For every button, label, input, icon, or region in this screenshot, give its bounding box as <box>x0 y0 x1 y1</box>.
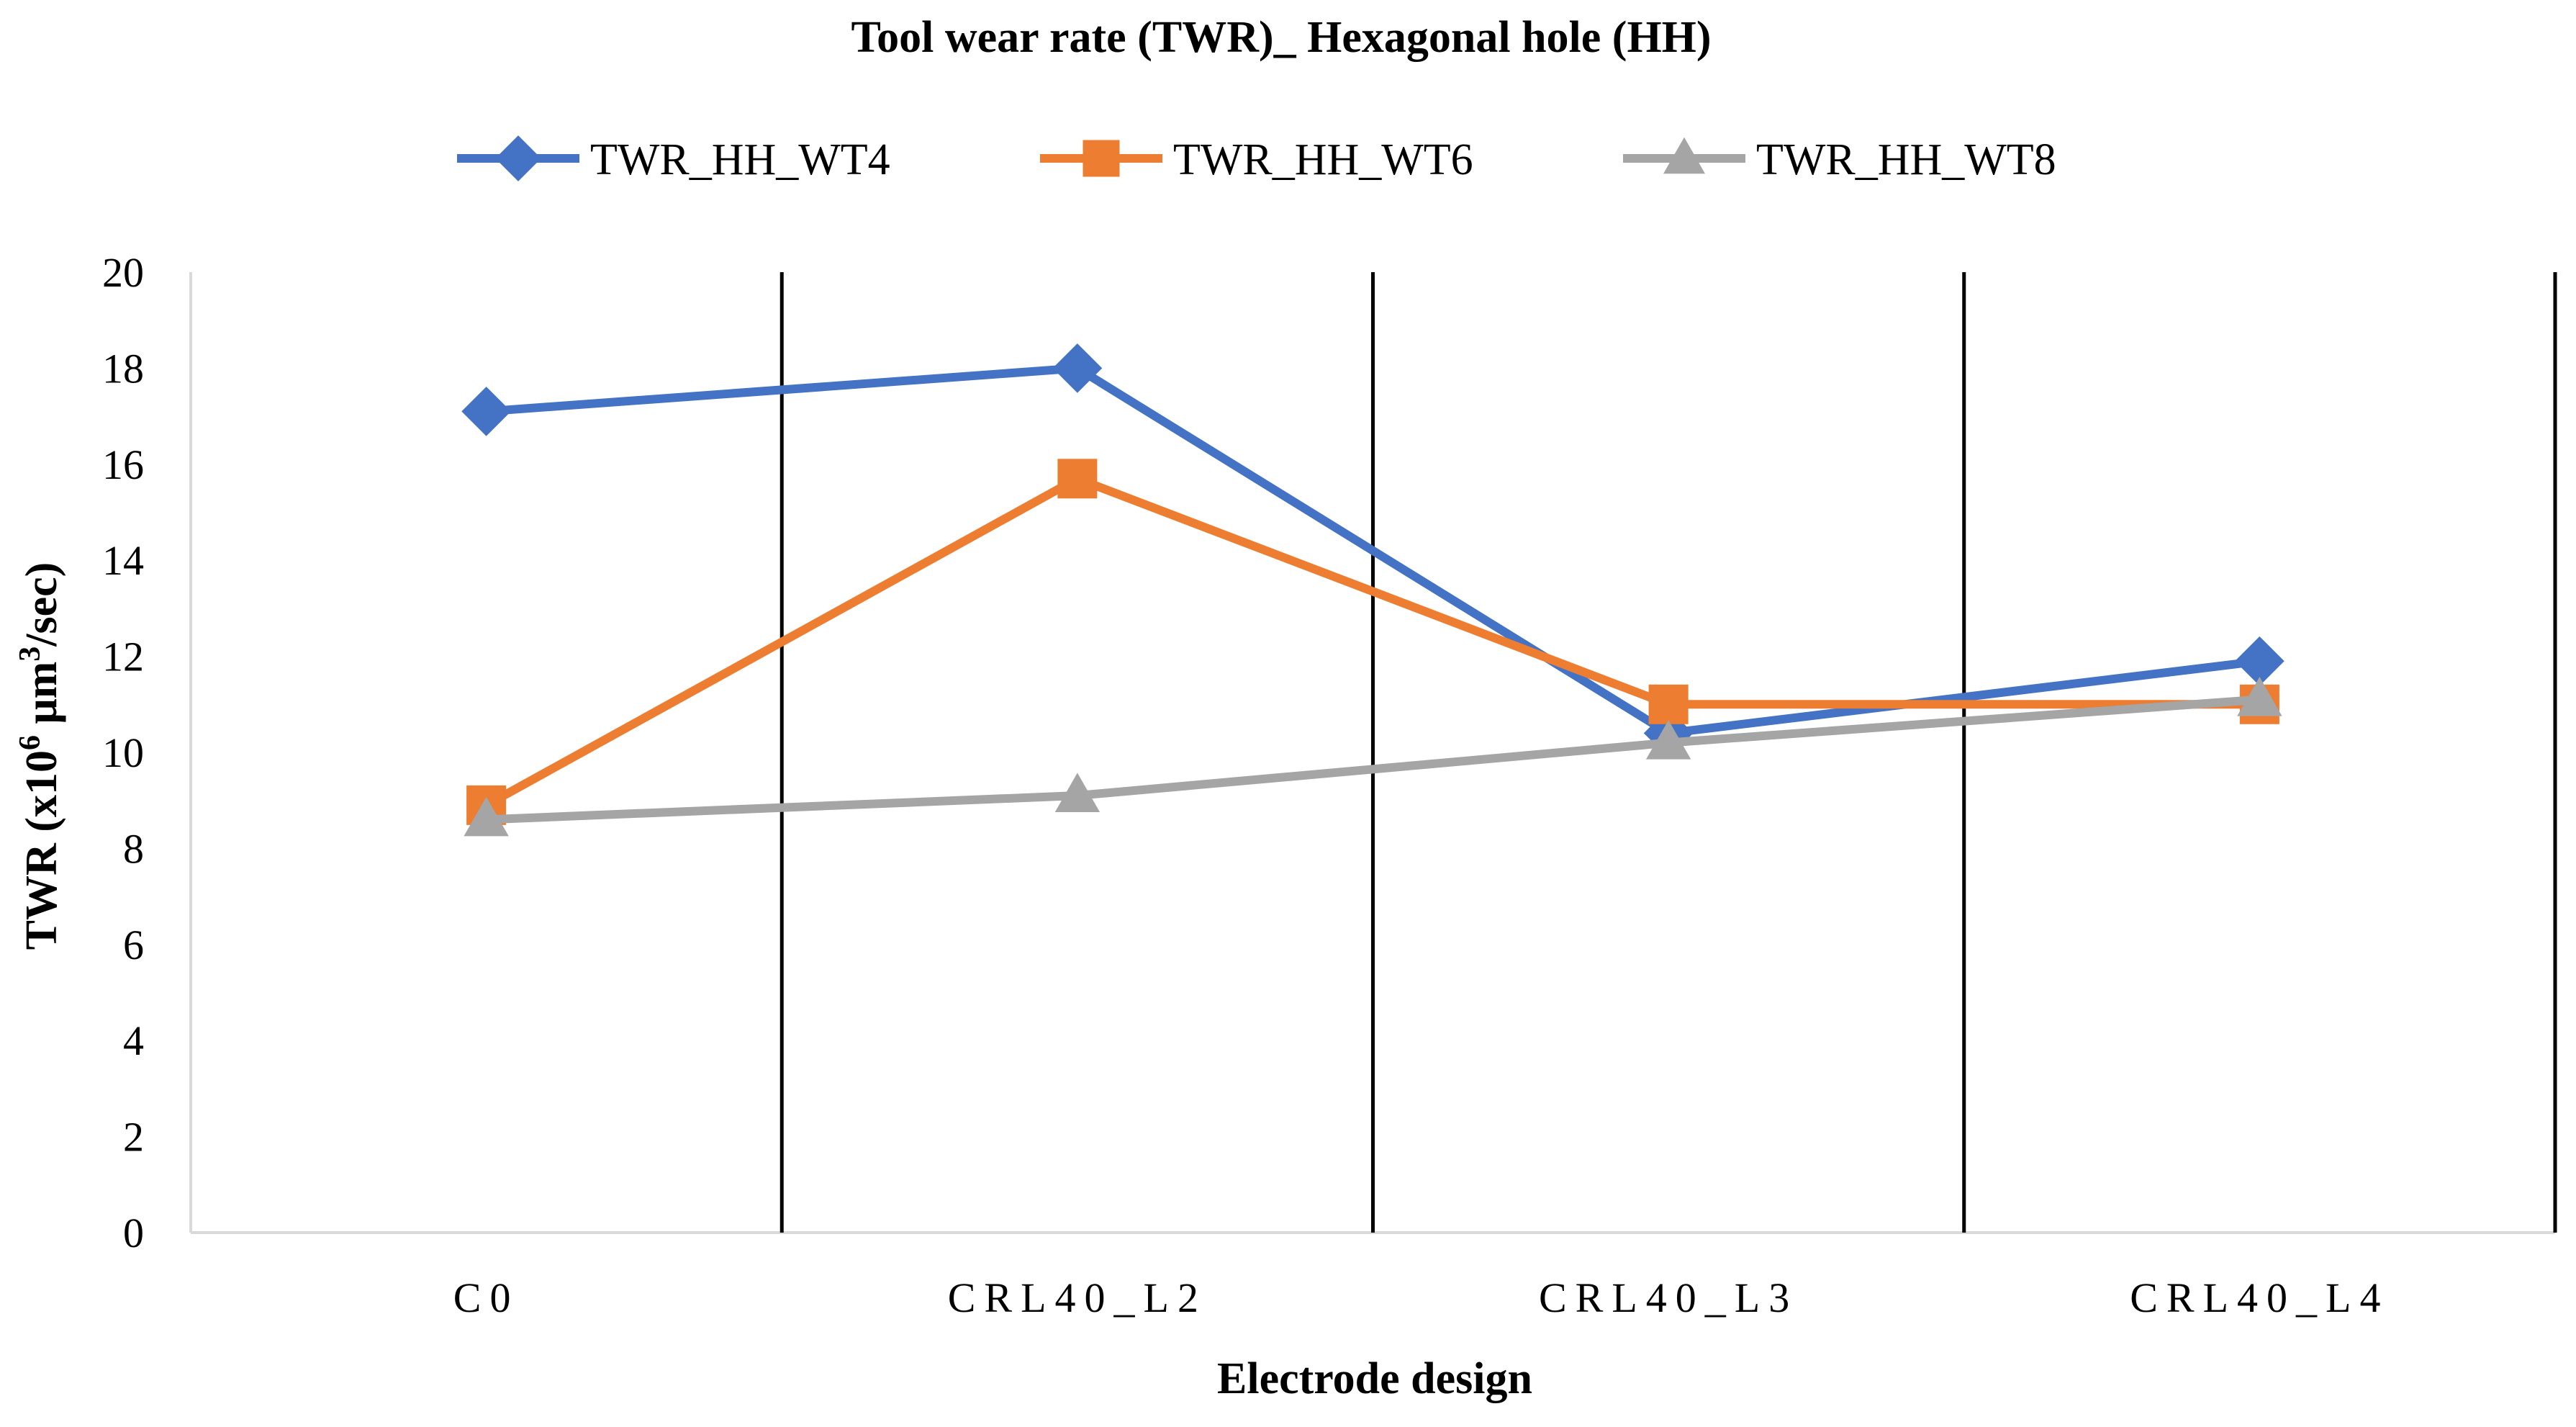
x-tick-label: CRL40_L2 <box>948 1274 1207 1321</box>
series-line <box>482 364 2264 738</box>
series-line <box>482 474 2264 810</box>
x-tick-label: C0 <box>453 1274 520 1321</box>
x-tick-label: CRL40_L4 <box>2130 1274 2389 1321</box>
legend-item: TWR_HH_WT6 <box>1040 135 1473 184</box>
y-axis-title-sup2: 3 <box>14 647 47 662</box>
chart-title: Tool wear rate (TWR)_ Hexagonal hole (HH… <box>851 13 1711 62</box>
data-point-marker <box>464 796 509 837</box>
y-axis-title-sup1: 6 <box>14 735 47 750</box>
data-point-marker <box>461 387 511 436</box>
y-tick-label: 18 <box>102 345 144 392</box>
legend-label: TWR_HH_WT4 <box>590 135 890 184</box>
series-line <box>482 695 2264 824</box>
y-tick-label: 14 <box>102 537 144 584</box>
data-point-marker <box>1645 720 1691 760</box>
y-tick-label: 10 <box>102 729 144 776</box>
y-tick-label: 12 <box>102 634 144 680</box>
x-axis: C0 CRL40_L2 CRL40_L3 CRL40_L4 <box>453 1274 2389 1321</box>
y-tick-label: 4 <box>123 1017 144 1064</box>
y-tick-label: 0 <box>123 1210 144 1256</box>
data-point-marker <box>1054 773 1101 812</box>
legend-triangle-icon <box>1663 137 1705 174</box>
y-tick-label: 8 <box>123 825 144 872</box>
x-tick-label: CRL40_L3 <box>1539 1274 1798 1321</box>
y-tick-label: 6 <box>123 922 144 968</box>
series-layer <box>461 343 2284 837</box>
y-tick-label: 2 <box>123 1114 144 1161</box>
data-point-marker <box>1052 343 1103 393</box>
legend-item: TWR_HH_WT8 <box>1623 135 2056 184</box>
y-axis-title-suffix: /sec) <box>17 562 66 647</box>
x-axis-title: Electrode design <box>1217 1354 1532 1403</box>
series-TWR_HH_WT8 <box>464 677 2282 837</box>
data-point-marker <box>2237 677 2282 716</box>
y-axis-title: TWR (x106 μm3/sec) <box>14 562 66 950</box>
y-axis-title-prefix: TWR (x10 <box>17 750 66 950</box>
legend-label: TWR_HH_WT8 <box>1756 135 2056 184</box>
legend-item: TWR_HH_WT4 <box>457 135 890 184</box>
data-point-marker <box>1648 684 1689 724</box>
y-tick-label: 16 <box>102 441 144 488</box>
legend-diamond-icon <box>495 135 541 181</box>
y-axis: 0 2 4 6 8 10 12 14 16 18 20 <box>102 249 144 1256</box>
y-axis-title-middle: μm <box>17 662 66 735</box>
legend-square-icon <box>1083 140 1120 177</box>
y-tick-label: 20 <box>102 249 144 296</box>
legend: TWR_HH_WT4 TWR_HH_WT6 TWR_HH_WT8 <box>457 135 2056 184</box>
plot-area <box>189 272 2557 1234</box>
data-point-marker <box>1057 459 1098 499</box>
legend-label: TWR_HH_WT6 <box>1173 135 1473 184</box>
